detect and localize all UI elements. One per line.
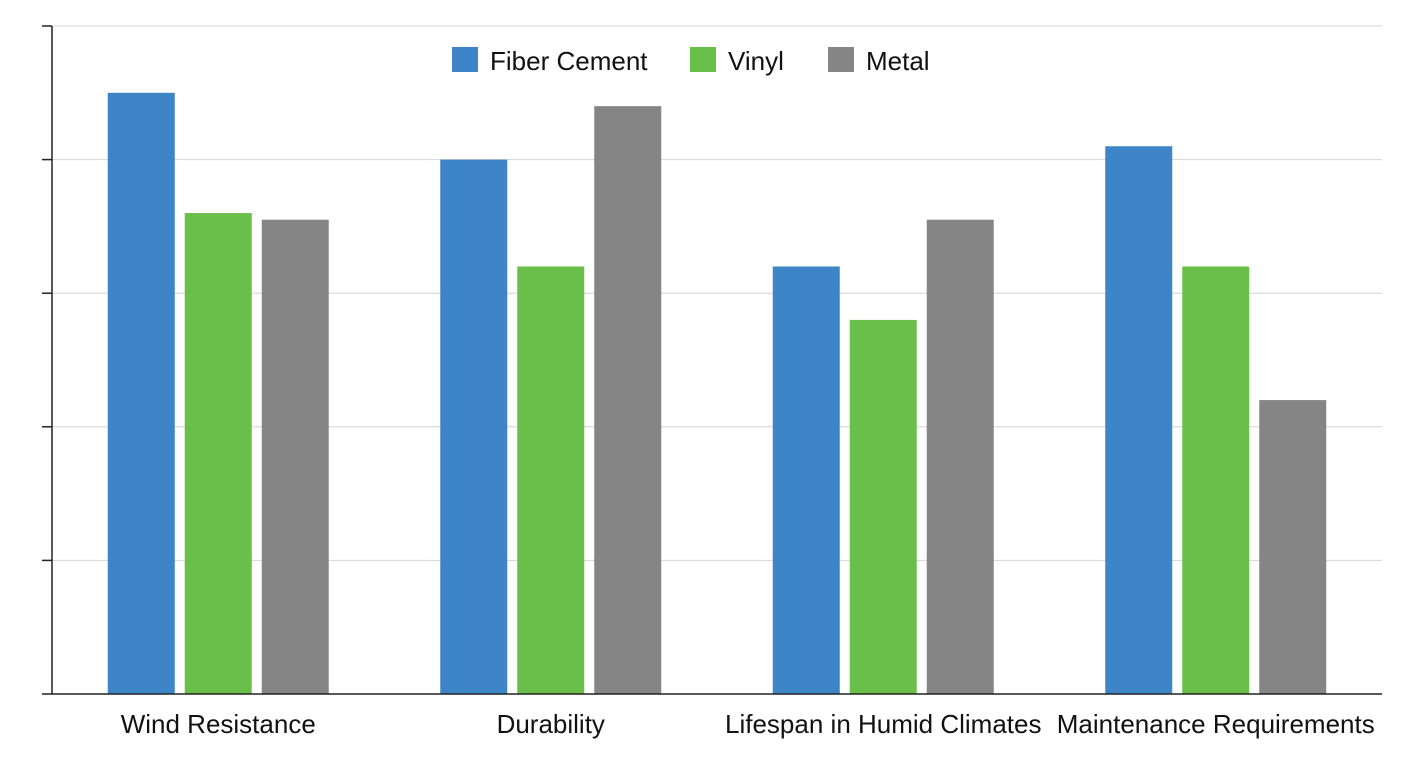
bars xyxy=(107,92,1327,695)
legend-label: Fiber Cement xyxy=(490,46,648,76)
legend-label: Metal xyxy=(866,46,930,76)
legend: Fiber Cement Vinyl Metal xyxy=(452,46,930,76)
x-axis-category-labels: Wind Resistance Durability Lifespan in Hum… xyxy=(121,709,1375,739)
bar-fiber-cement-maintenance-requirements xyxy=(1105,146,1173,695)
bar-fiber-cement-durability xyxy=(440,159,508,695)
bar-metal-lifespan-in-humid-climates xyxy=(926,219,994,694)
bar-metal-durability xyxy=(594,106,662,694)
bar-fiber-cement-lifespan-in-humid-climates xyxy=(772,266,840,694)
legend-label: Vinyl xyxy=(728,46,784,76)
bar-vinyl-maintenance-requirements xyxy=(1182,266,1250,694)
legend-swatch xyxy=(828,47,854,72)
x-axis-category-label: Durability xyxy=(497,709,605,739)
bar-fiber-cement-wind-resistance xyxy=(107,92,175,695)
x-axis-category-label: Maintenance Requirements xyxy=(1057,709,1375,739)
axes xyxy=(42,25,1382,695)
bar-metal-maintenance-requirements xyxy=(1259,400,1327,694)
legend-swatch xyxy=(690,47,716,72)
x-axis-category-label: Lifespan in Humid Climates xyxy=(725,709,1041,739)
bar-vinyl-durability xyxy=(517,266,585,694)
bar-metal-wind-resistance xyxy=(261,219,329,694)
bar-vinyl-wind-resistance xyxy=(184,213,252,695)
legend-swatch xyxy=(452,47,478,72)
bar-vinyl-lifespan-in-humid-climates xyxy=(849,319,917,694)
x-axis-category-label: Wind Resistance xyxy=(121,709,316,739)
